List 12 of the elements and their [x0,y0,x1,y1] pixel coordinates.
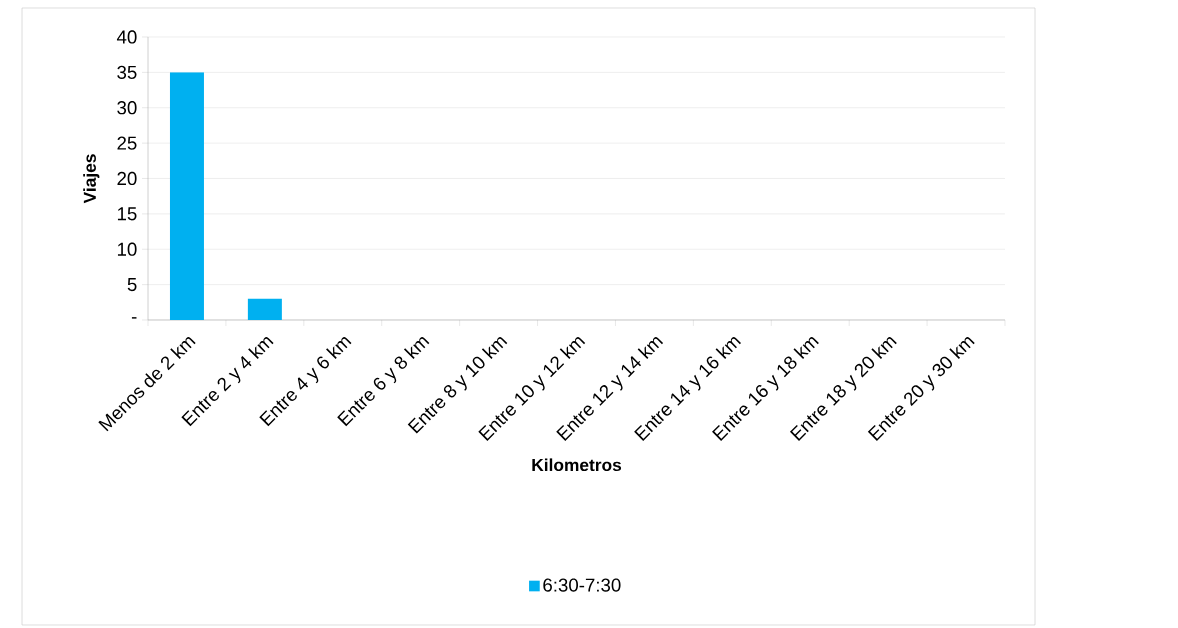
x-axis-title: Kilometros [532,458,622,472]
y-tick-label: 10 [117,242,137,256]
y-tick-label: 5 [127,278,137,292]
y-tick-label: 15 [117,207,137,221]
y-tick-label: 35 [117,65,137,79]
y-axis-title: Viajes [83,154,100,204]
y-tick-label: 40 [116,30,137,44]
y-tick-label: 20 [117,171,137,186]
y-tick-label: - [131,317,137,319]
legend-label: 6:30-7:30 [543,578,621,592]
y-tick-label: 30 [117,101,137,115]
y-tick-label: 25 [117,136,137,150]
